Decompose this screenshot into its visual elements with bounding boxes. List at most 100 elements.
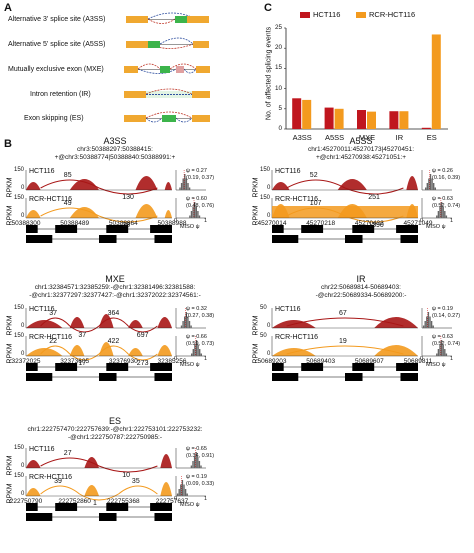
sashimi-coord-2: -@chr22:50689334-50689200:- <box>315 292 407 299</box>
sashimi-xtick: 50388988 <box>157 220 187 227</box>
track-name: RCR-HCT116 <box>275 196 319 203</box>
track-ytick-zero: 0 <box>21 323 25 329</box>
miso-bar <box>186 493 188 496</box>
miso-bar <box>444 349 446 356</box>
sashimi-xtick: 50388300 <box>11 220 41 227</box>
chart-x-tick-label: IR <box>395 133 404 142</box>
miso-bar <box>198 215 201 218</box>
junction-count: 85 <box>63 172 72 179</box>
chart-bar-ir-rcr <box>399 111 409 129</box>
miso-bar <box>180 484 182 496</box>
chart-y-tick-label: 0 <box>278 125 282 132</box>
coverage-block <box>160 454 172 468</box>
miso-bar <box>182 321 184 328</box>
junction-arc <box>98 345 129 355</box>
miso-psi: ψ = 0.19 <box>432 306 453 312</box>
chart-bar-mxe-hct116 <box>357 110 366 129</box>
miso-bar <box>445 353 448 356</box>
junction-arc <box>40 179 100 189</box>
sashimi-coord-1: chr1:32384571:32385259:-@chr1:32381496:3… <box>34 284 196 291</box>
coverage-block <box>272 182 290 190</box>
coverage-block <box>128 320 143 328</box>
diagram-es <box>124 111 210 123</box>
chart-y-tick-label: 5 <box>278 104 282 112</box>
event-label-es: Exon skipping (ES) <box>24 115 84 122</box>
track-ytick: 150 <box>260 167 271 173</box>
gene-model-exon <box>154 373 172 381</box>
junction-count: 39 <box>54 478 62 485</box>
coverage-block <box>84 457 99 468</box>
coverage-block <box>69 179 99 190</box>
gene-model-exon <box>26 373 53 381</box>
junction-count: 130 <box>122 194 134 201</box>
chart-bar-a5ss-rcr <box>334 108 344 129</box>
miso-bar <box>192 349 194 356</box>
miso-axis-1: 1 <box>204 218 208 224</box>
track-name: HCT116 <box>275 168 301 175</box>
junction-arc <box>286 179 346 189</box>
sashimi-coord-1: chr1:222757470:222757639:-@chr1:22275310… <box>27 426 203 433</box>
miso-psi: ψ = 0.19 <box>186 474 207 480</box>
gene-model-exon <box>400 373 418 381</box>
chart-y-tick-label: 25 <box>274 24 282 31</box>
gene-model-exon <box>26 235 53 243</box>
miso-bar <box>187 183 189 190</box>
track-name: RCR-HCT116 <box>29 334 73 341</box>
junction-arc <box>286 345 404 355</box>
miso-ci: (0.48, 0.76) <box>186 203 215 209</box>
miso-bar <box>197 211 199 218</box>
track-ytick-zero: 0 <box>21 491 25 497</box>
sashimi-coord-1: chr3:50388297:50388415: <box>77 146 153 153</box>
junction-count: 1390 <box>368 222 384 229</box>
miso-psi: ψ = 0.63 <box>432 334 453 340</box>
track-ytick: 150 <box>14 195 25 201</box>
miso-bar <box>192 461 194 468</box>
rpkm-label-1: RPKM <box>6 315 14 336</box>
miso-ci: (0.16, 0.39) <box>432 175 461 181</box>
chart-x-tick-label: A5SS <box>325 133 345 142</box>
sashimi-title: ES <box>108 416 121 426</box>
miso-x-label: MISO ψ <box>426 224 446 230</box>
sashimi-xtick: 32385256 <box>157 358 187 365</box>
track-ytick: 150 <box>14 445 25 451</box>
miso-bar <box>178 489 180 496</box>
junction-arc <box>40 345 71 355</box>
miso-bar <box>436 353 438 356</box>
miso-bar <box>180 183 183 190</box>
coverage-block <box>26 320 63 328</box>
miso-axis-0: 0 <box>420 218 424 224</box>
sashimi-coord-2: -@chr1:222750787:222750985:- <box>67 434 163 441</box>
gene-model-exon <box>154 235 172 243</box>
miso-bar <box>445 215 448 218</box>
coverage-block <box>164 182 172 190</box>
miso-psi: ψ = 0.65 <box>186 446 207 452</box>
track-ytick: 50 <box>260 305 267 311</box>
event-label-a3ss: Alternative 3' splice site (A3SS) <box>8 16 106 23</box>
junction-arc <box>286 317 404 327</box>
sashimi-title: A3SS <box>103 136 127 146</box>
miso-axis-0: 0 <box>174 496 178 502</box>
coverage-block <box>26 210 41 218</box>
miso-ci: (0.34, 0.91) <box>186 453 215 459</box>
diagram-a5ss <box>126 37 209 49</box>
coverage-block <box>337 204 367 218</box>
junction-count: 364 <box>107 310 120 317</box>
miso-bar <box>429 174 432 190</box>
chart-bar-es-rcr <box>431 34 441 129</box>
event-label-mxe: Mutually exclusive exon (MXE) <box>8 66 104 73</box>
legend-swatch-1 <box>356 12 366 18</box>
miso-bar <box>176 493 179 496</box>
sashimi-coord-1: chr1:45270011:45270173|45270451: <box>307 146 415 153</box>
miso-bar <box>426 316 428 328</box>
coverage-block <box>157 317 172 328</box>
junction-count: 1 <box>93 500 97 507</box>
junction-count: 251 <box>368 194 380 201</box>
chart-bar-es-hct116 <box>421 127 431 129</box>
miso-bar <box>424 321 426 328</box>
miso-bar <box>437 349 440 356</box>
track-ytick-zero: 0 <box>21 351 25 357</box>
junction-count: 697 <box>136 332 149 339</box>
miso-bar <box>182 178 184 190</box>
miso-bar <box>428 178 430 190</box>
sashimi-xtick: 222755368 <box>107 498 140 505</box>
